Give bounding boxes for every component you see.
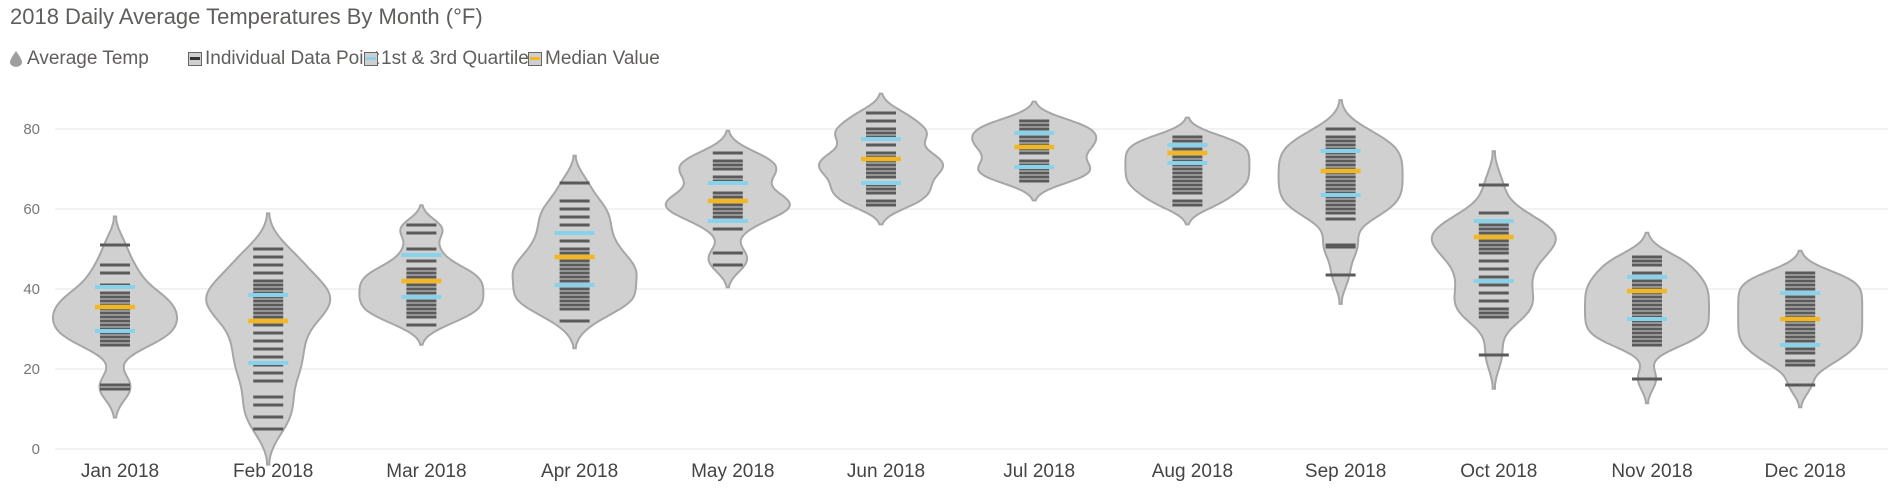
- x-tick-label: Sep 2018: [1305, 461, 1386, 482]
- y-tick-label: 80: [23, 121, 40, 138]
- y-tick-label: 20: [23, 361, 40, 378]
- chart-title: 2018 Daily Average Temperatures By Month…: [10, 4, 483, 29]
- droplet-icon: [10, 51, 22, 67]
- x-tick-label: Nov 2018: [1611, 461, 1692, 482]
- quartile-swatch-icon: [364, 52, 378, 66]
- data-point-swatch-icon: [188, 52, 202, 66]
- y-tick-label: 40: [23, 281, 40, 298]
- legend: Average Temp Individual Data Point 1st &…: [10, 48, 910, 74]
- violin-shape: [1124, 116, 1251, 226]
- legend-label-quartiles: 1st & 3rd Quartiles: [381, 48, 539, 69]
- x-tick-label: Aug 2018: [1152, 461, 1233, 482]
- median-swatch-icon: [528, 52, 542, 66]
- x-tick-label: Oct 2018: [1460, 461, 1537, 482]
- legend-item-data-point[interactable]: Individual Data Point: [188, 48, 379, 70]
- x-tick-label: Jun 2018: [847, 461, 925, 482]
- violin-shape: [358, 204, 485, 346]
- x-tick-label: Dec 2018: [1765, 461, 1846, 482]
- legend-item-median[interactable]: Median Value: [528, 48, 660, 70]
- x-tick-label: Mar 2018: [386, 461, 466, 482]
- legend-label-median: Median Value: [545, 48, 660, 69]
- legend-item-violin[interactable]: Average Temp: [10, 48, 149, 70]
- x-tick-label: May 2018: [691, 461, 774, 482]
- legend-label-violin: Average Temp: [27, 48, 149, 69]
- x-tick-label: Feb 2018: [233, 461, 313, 482]
- x-tick-label: Jul 2018: [1003, 461, 1075, 482]
- legend-label-data-point: Individual Data Point: [205, 48, 380, 69]
- legend-item-quartiles[interactable]: 1st & 3rd Quartiles: [364, 48, 538, 70]
- y-tick-label: 0: [32, 441, 40, 458]
- x-tick-label: Jan 2018: [81, 461, 159, 482]
- x-tick-label: Apr 2018: [541, 461, 618, 482]
- violin-shape: [971, 100, 1098, 202]
- y-tick-label: 60: [23, 201, 40, 218]
- violin-shape: [205, 212, 332, 466]
